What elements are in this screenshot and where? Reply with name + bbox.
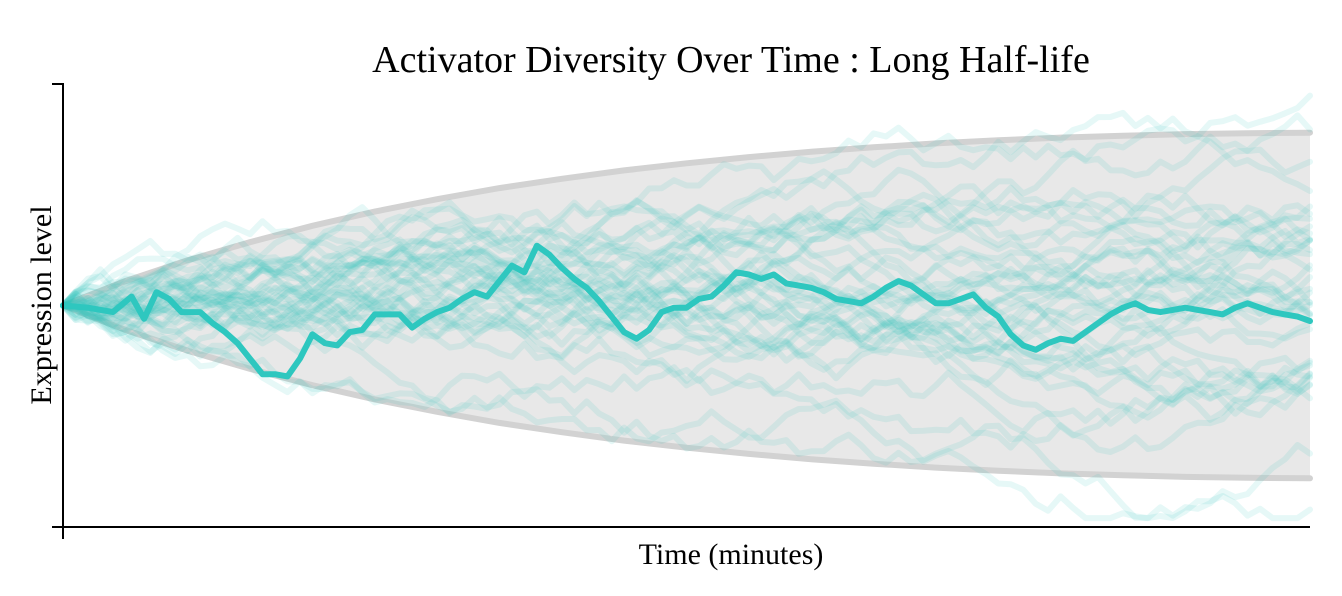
background-trajectory — [60, 240, 1313, 330]
background-trajectory — [60, 282, 1313, 421]
background-trajectory — [60, 199, 1313, 309]
background-trajectory — [60, 271, 1313, 354]
background-trajectory — [60, 263, 1313, 362]
background-trajectory — [60, 184, 1313, 309]
background-trajectory — [60, 218, 1313, 313]
axis-lines — [52, 83, 1310, 528]
background-trajectory — [60, 219, 1313, 310]
background-trajectory — [60, 191, 1313, 316]
background-trajectory — [60, 290, 1313, 417]
background-trajectory — [60, 285, 1313, 455]
envelope-upper-edge — [60, 129, 1313, 309]
background-trajectory — [60, 273, 1313, 363]
x-axis-label: Time (minutes) — [639, 538, 824, 571]
background-trajectory — [60, 237, 1313, 356]
background-trajectory — [60, 213, 1313, 330]
background-trajectory — [60, 287, 1313, 439]
background-trajectory — [60, 266, 1313, 389]
background-trajectory — [60, 289, 1313, 373]
background-trajectory — [60, 245, 1313, 342]
background-trajectory — [60, 238, 1313, 330]
axes — [52, 83, 1310, 539]
highlighted-trajectory — [60, 242, 1313, 380]
background-trajectory — [60, 115, 1313, 315]
background-trajectory — [60, 183, 1313, 315]
highlighted-trajectory-line — [60, 242, 1313, 380]
background-trajectory — [60, 112, 1313, 309]
background-trajectory — [60, 262, 1313, 397]
y-axis-label: Expression level — [25, 205, 58, 404]
background-trajectory — [60, 198, 1313, 309]
background-trajectory — [60, 302, 1313, 522]
background-trajectory — [60, 302, 1313, 522]
background-trajectory — [60, 92, 1313, 309]
origin-ticks — [52, 526, 64, 539]
background-trajectory — [60, 258, 1313, 373]
background-trajectory — [60, 168, 1313, 318]
background-trajectory — [60, 133, 1313, 321]
background-trajectory — [60, 249, 1313, 353]
background-trajectories — [60, 92, 1313, 522]
background-trajectory — [60, 215, 1313, 332]
chart-title: Activator Diversity Over Time : Long Hal… — [372, 39, 1090, 81]
background-trajectory — [60, 299, 1313, 410]
background-trajectory — [60, 256, 1313, 382]
background-trajectory — [60, 276, 1313, 362]
background-trajectory — [60, 204, 1313, 312]
